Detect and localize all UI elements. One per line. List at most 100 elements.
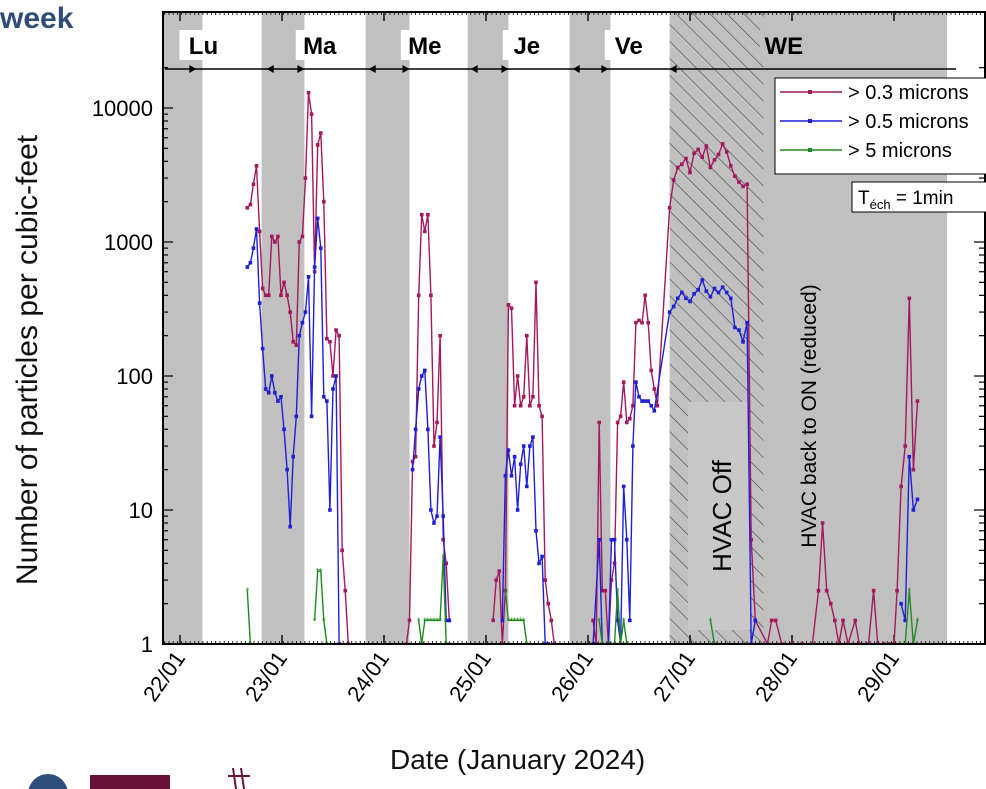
series-point — [652, 408, 657, 413]
x-tick-label: 26/01 — [546, 647, 598, 706]
series-point — [254, 164, 259, 168]
day-arrow-head — [402, 65, 410, 73]
day-arrow-head — [501, 65, 509, 73]
series-point — [432, 521, 436, 525]
shaded-period — [569, 12, 611, 644]
series-point — [263, 387, 268, 391]
series-point — [773, 618, 778, 623]
series-point — [716, 152, 721, 157]
series-point: * — [600, 640, 604, 651]
series-point: * — [597, 616, 601, 627]
day-label: WE — [765, 33, 804, 60]
series-point — [429, 293, 433, 298]
series-point — [597, 420, 602, 425]
series-line — [246, 590, 252, 644]
day-label: Lu — [189, 33, 218, 60]
series-point — [534, 528, 538, 533]
series-point — [528, 403, 532, 408]
sampling-label: Téch = 1min — [858, 188, 953, 212]
series-point: * — [245, 587, 249, 598]
series-point: * — [616, 587, 620, 598]
series-point — [540, 414, 544, 419]
series-point — [899, 484, 903, 489]
logo-bar-mark — [90, 775, 170, 789]
series-line — [598, 590, 628, 644]
series-point — [915, 399, 920, 403]
legend: > 0.3 microns > 0.5 microns > 5 microns Téc… — [774, 77, 986, 213]
series-point — [871, 588, 876, 593]
annotations: HVAC Off HVAC back to ON (reduced) — [688, 284, 821, 630]
series-point — [640, 320, 644, 325]
series-point — [671, 304, 676, 309]
legend-label: > 0.5 microns — [848, 111, 969, 133]
series-point — [769, 618, 774, 623]
y-tick-label: 100 — [116, 364, 153, 389]
series-point — [273, 240, 277, 244]
series-point — [733, 174, 737, 178]
series-point — [279, 293, 283, 298]
day-label-box — [604, 30, 653, 60]
series-point — [729, 164, 733, 168]
series-point — [303, 176, 308, 180]
series-point: * — [322, 616, 326, 627]
series-line — [418, 556, 450, 644]
series-point — [328, 508, 332, 512]
day-arrow-head — [368, 65, 376, 73]
shaded-period — [261, 12, 305, 644]
series-point — [413, 427, 418, 432]
logo-glyph-mark — [228, 767, 250, 789]
series-point — [637, 394, 641, 399]
series-point — [540, 554, 544, 559]
series-point — [328, 339, 332, 344]
series-point — [708, 165, 713, 170]
series-point — [291, 454, 296, 459]
series-point: * — [325, 640, 329, 651]
series-point: * — [438, 616, 442, 627]
series-point — [270, 234, 274, 239]
series-point: * — [420, 640, 424, 651]
series-point — [512, 454, 517, 459]
series-point — [643, 399, 647, 403]
sampling-box — [851, 181, 986, 213]
series-point — [915, 497, 920, 502]
series-point — [820, 521, 825, 525]
series-point — [903, 618, 908, 623]
series-point — [444, 561, 449, 566]
series-point: * — [907, 587, 911, 598]
logo-circle-mark — [28, 774, 68, 789]
series-point — [518, 403, 523, 408]
series-point — [334, 328, 338, 332]
series-point — [692, 292, 696, 296]
series-point: * — [432, 616, 436, 627]
series-point — [537, 403, 541, 408]
series-point — [895, 588, 899, 593]
series-line — [246, 92, 349, 644]
hvac-off-box — [688, 402, 750, 630]
day-label: Ma — [303, 33, 337, 60]
day-label: Je — [513, 33, 540, 60]
series-point — [426, 212, 430, 217]
series-point — [637, 318, 641, 323]
series-point — [494, 578, 498, 582]
series-point — [624, 420, 629, 425]
series-point — [688, 299, 692, 304]
day-label-box — [400, 30, 449, 60]
series-point — [603, 588, 608, 593]
series-point: * — [248, 640, 252, 651]
day-arrow-head — [601, 65, 609, 73]
series-point — [628, 618, 632, 623]
day-arrow-head — [669, 65, 677, 73]
series-point: * — [522, 616, 526, 627]
series-point — [741, 339, 745, 344]
series-point — [337, 333, 341, 338]
series-point — [300, 234, 305, 239]
legend-label: > 0.3 microns — [848, 82, 969, 104]
series-point — [816, 588, 821, 593]
series-point — [753, 618, 758, 623]
day-label-band: Lu Ma Me Je Ve WE — [165, 30, 956, 73]
series-point — [675, 296, 680, 301]
series-point — [306, 274, 311, 279]
plot-border — [162, 11, 986, 645]
series-point — [631, 444, 635, 448]
day-arrow-head — [266, 65, 274, 73]
